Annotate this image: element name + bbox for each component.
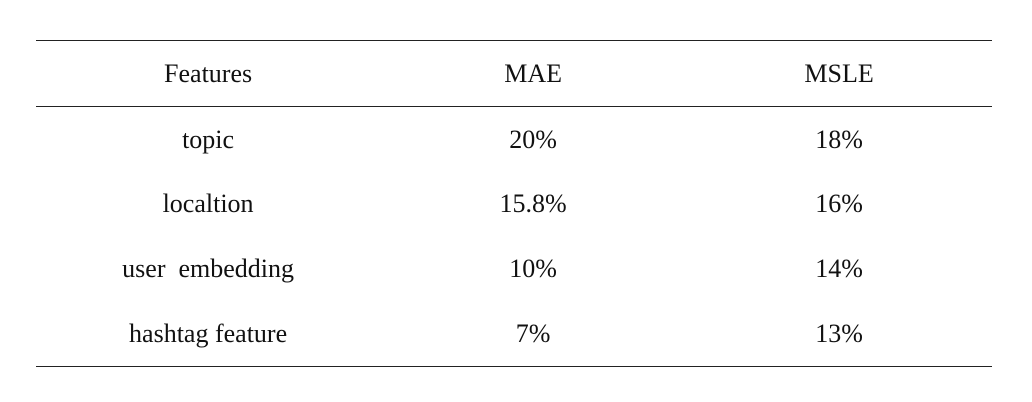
features-table: Features MAE MSLE topic 20% 18% localtio…: [36, 40, 992, 367]
features-table-container: Features MAE MSLE topic 20% 18% localtio…: [36, 40, 992, 367]
header-features: Features: [36, 40, 381, 107]
feature-cell: hashtag feature: [36, 301, 381, 367]
header-row: Features MAE MSLE: [36, 40, 992, 107]
feature-cell: localtion: [162, 189, 254, 218]
header-msle: MSLE: [686, 40, 992, 107]
mae-cell: 7%: [380, 301, 687, 367]
msle-cell: 18%: [815, 125, 863, 155]
feature-cell: topic: [182, 125, 235, 155]
mae-cell: 15.8%: [499, 189, 567, 218]
table-row: user embedding 10% 14%: [36, 237, 992, 302]
mae-cell: 10%: [509, 254, 557, 283]
feature-cell: user embedding: [122, 254, 294, 283]
msle-cell: 13%: [686, 301, 992, 367]
header-mae: MAE: [380, 40, 687, 107]
mae-cell: 20%: [509, 125, 557, 155]
msle-cell: 16%: [815, 189, 863, 218]
table-row: localtion 15.8% 16%: [36, 172, 992, 237]
msle-cell: 14%: [815, 254, 863, 283]
table-row: hashtag feature 7% 13%: [36, 301, 992, 367]
table-row: topic 20% 18%: [36, 107, 992, 172]
